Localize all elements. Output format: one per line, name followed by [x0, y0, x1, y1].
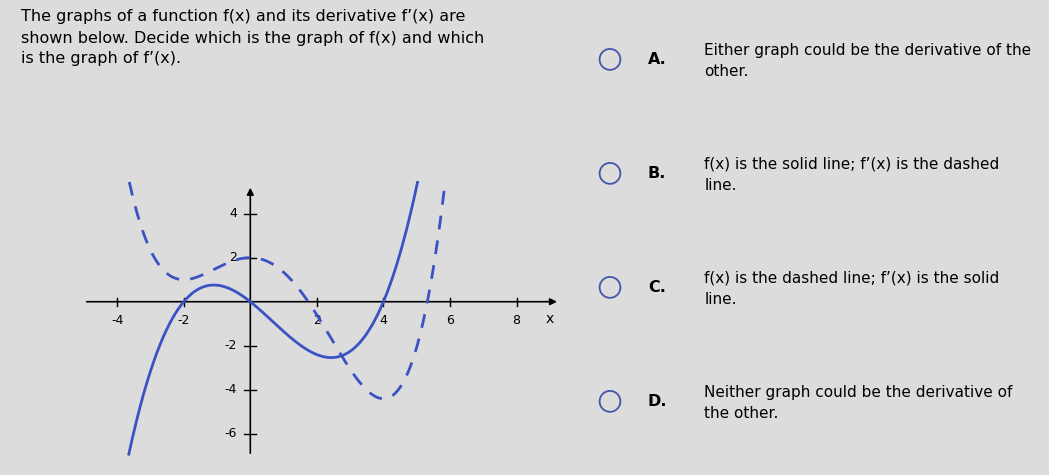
Text: B.: B.	[648, 166, 666, 181]
Text: x: x	[545, 312, 554, 326]
Text: A.: A.	[648, 52, 666, 67]
Text: C.: C.	[648, 280, 666, 295]
Text: Either graph could be the derivative of the
other.: Either graph could be the derivative of …	[705, 43, 1031, 79]
Text: -2: -2	[177, 314, 190, 327]
Text: -4: -4	[111, 314, 124, 327]
Text: 6: 6	[446, 314, 454, 327]
Text: 4: 4	[229, 207, 237, 220]
Text: 8: 8	[513, 314, 520, 327]
Text: D.: D.	[648, 394, 667, 409]
Text: f(x) is the dashed line; f’(x) is the solid
line.: f(x) is the dashed line; f’(x) is the so…	[705, 271, 1000, 307]
Text: -6: -6	[224, 428, 237, 440]
Text: 2: 2	[313, 314, 321, 327]
Text: 4: 4	[380, 314, 387, 327]
Text: Neither graph could be the derivative of
the other.: Neither graph could be the derivative of…	[705, 385, 1012, 421]
Text: f(x) is the solid line; f’(x) is the dashed
line.: f(x) is the solid line; f’(x) is the das…	[705, 157, 1000, 193]
Text: -2: -2	[224, 339, 237, 352]
Text: -4: -4	[224, 383, 237, 396]
Text: The graphs of a function f(x) and its derivative f’(x) are
shown below. Decide w: The graphs of a function f(x) and its de…	[21, 10, 485, 66]
Text: 2: 2	[229, 251, 237, 264]
